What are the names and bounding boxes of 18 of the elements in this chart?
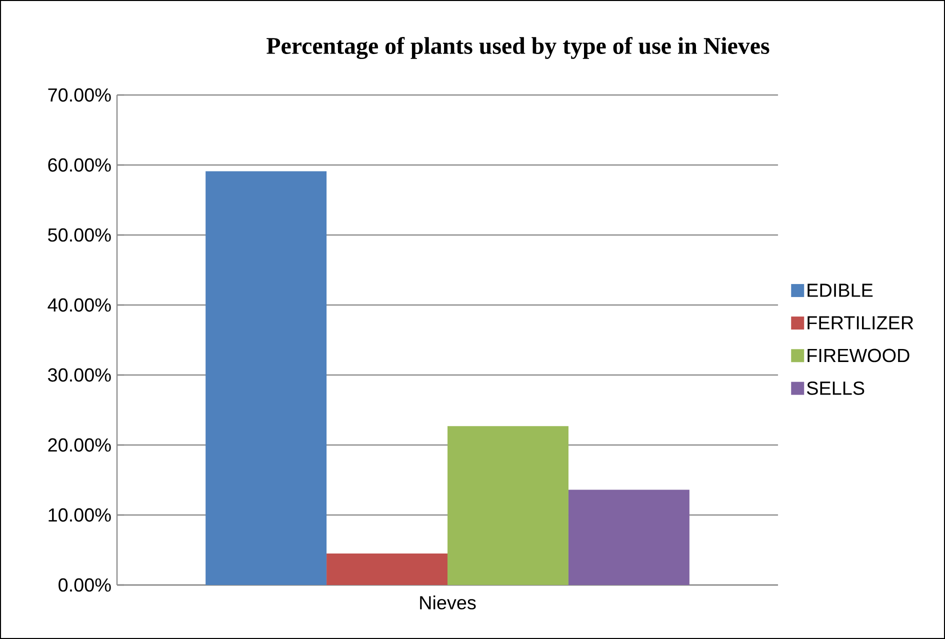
y-tick-label: 60.00%: [48, 158, 111, 172]
bar: [568, 490, 690, 585]
y-tick-label: 50.00%: [48, 228, 111, 242]
bar: [326, 553, 448, 585]
legend-label: EDIBLE: [808, 284, 873, 297]
y-tick-label: 20.00%: [48, 438, 111, 452]
y-tick-label: 10.00%: [48, 508, 111, 522]
legend-label: FIREWOOD: [808, 348, 910, 362]
y-tick-label: 0.00%: [58, 578, 111, 592]
legend-label: SELLS: [806, 381, 864, 395]
bar: [448, 426, 568, 585]
chart-title: Percentage of plants used by type of use in Nieves: [266, 36, 770, 60]
bar: [206, 171, 327, 585]
legend-label: FERTILIZER: [808, 316, 914, 330]
y-tick-label: 40.00%: [48, 298, 111, 312]
y-tick-label: 30.00%: [48, 368, 111, 382]
y-tick-label: 70.00%: [48, 88, 111, 102]
x-tick-label: Nieves: [420, 596, 476, 610]
